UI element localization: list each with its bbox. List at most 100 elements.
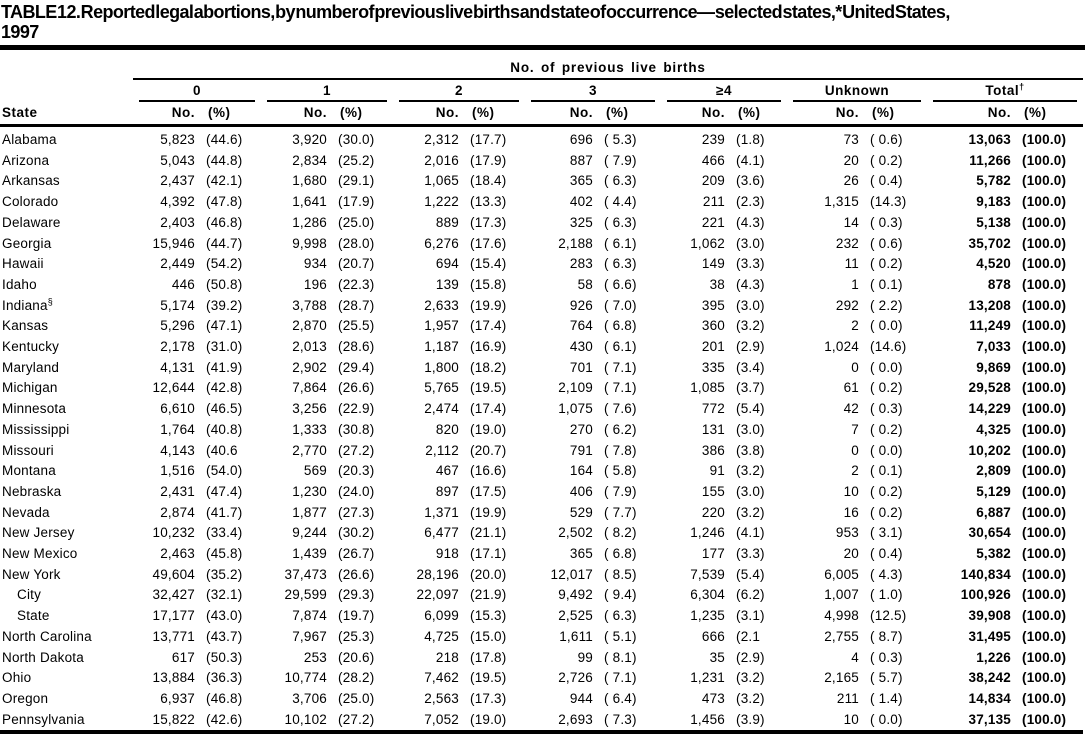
state-cell: Mississippi: [2, 421, 70, 437]
count-cell: 35,702: [968, 235, 1011, 251]
percent-cell: (3.2): [736, 670, 765, 686]
percent-cell: (100.0): [1022, 608, 1067, 624]
count-cell: 2,112: [425, 442, 459, 458]
count-cell: 4,520: [976, 256, 1011, 272]
state-cell: Nebraska: [2, 483, 62, 499]
subheader-pct-unknown: (%): [859, 102, 927, 127]
count-cell: 218: [435, 649, 459, 665]
subheader-pct-3: (%): [593, 102, 661, 127]
percent-cell: ( 0.2): [870, 256, 903, 272]
percent-cell: (42.8): [206, 380, 243, 396]
table-title: TABLE 12. Reported legal abortions, by n…: [0, 0, 1085, 50]
percent-cell: (33.4): [206, 525, 243, 541]
count-cell: 6,005: [824, 566, 859, 582]
count-cell: 164: [569, 463, 593, 479]
count-cell: 38,242: [968, 670, 1011, 686]
count-cell: 1,439: [292, 546, 327, 562]
percent-cell: (19.0): [470, 421, 507, 437]
percent-cell: (14.6): [870, 339, 907, 355]
percent-cell: (20.7): [338, 256, 375, 272]
count-cell: 473: [701, 690, 725, 706]
count-cell: 2,770: [292, 442, 327, 458]
count-cell: 772: [701, 401, 725, 417]
percent-cell: ( 0.2): [870, 504, 903, 520]
percent-cell: (100.0): [1022, 587, 1067, 603]
count-cell: 6,477: [424, 525, 459, 541]
count-cell: 13,771: [152, 628, 195, 644]
count-cell: 701: [569, 359, 593, 375]
state-cell: Kentucky: [2, 339, 60, 355]
percent-cell: (3.0): [736, 235, 765, 251]
count-cell: 28,196: [416, 566, 459, 582]
count-cell: 7,874: [292, 608, 327, 624]
count-cell: 2,755: [824, 628, 859, 644]
count-cell: 0: [851, 442, 859, 458]
percent-cell: (28.7): [338, 297, 375, 313]
percent-cell: (3.2): [736, 690, 765, 706]
count-cell: 29,528: [968, 380, 1011, 396]
percent-cell: (3.3): [736, 256, 765, 272]
table-row-montana: Montana 1,516 (54.0) 569 (20.3) 467 (16.6) 164 (…: [0, 461, 1083, 482]
column-group-label: 3: [531, 83, 655, 102]
percent-cell: (100.0): [1022, 318, 1067, 334]
percent-cell: (28.0): [338, 235, 375, 251]
percent-cell: (19.5): [470, 380, 507, 396]
percent-cell: (29.1): [338, 173, 375, 189]
count-cell: 1,226: [976, 649, 1011, 665]
percent-cell: (3.0): [736, 483, 765, 499]
percent-cell: (35.2): [206, 566, 243, 582]
state-cell: Missouri: [2, 442, 54, 458]
count-cell: 5,765: [424, 380, 459, 396]
state-cell: Pennsylvania: [2, 711, 85, 727]
percent-cell: (40.8): [206, 421, 243, 437]
count-cell: 17,177: [152, 608, 195, 624]
percent-cell: (3.2): [736, 318, 765, 334]
state-cell: Maryland: [2, 359, 60, 375]
percent-cell: ( 0.4): [870, 546, 903, 562]
column-group-1: 1: [261, 79, 393, 102]
table-row-hawaii: Hawaii 2,449 (54.2) 934 (20.7) 694 (15.4) 283 ( …: [0, 254, 1083, 275]
count-cell: 49,604: [152, 566, 195, 582]
state-cell: Idaho: [2, 276, 37, 292]
percent-cell: ( 5.3): [604, 132, 637, 147]
count-cell: 35: [709, 649, 725, 665]
count-cell: 666: [701, 628, 725, 644]
percent-cell: (4.3): [736, 276, 765, 292]
percent-cell: (100.0): [1022, 628, 1067, 644]
state-cell: Minnesota: [2, 401, 67, 417]
percent-cell: (42.1): [206, 173, 243, 189]
count-cell: 2,474: [424, 401, 459, 417]
state-cell: State: [17, 608, 50, 624]
percent-cell: (24.0): [338, 483, 375, 499]
percent-cell: (16.9): [470, 339, 507, 355]
count-cell: 1,877: [292, 504, 327, 520]
percent-cell: (54.2): [206, 256, 243, 272]
percent-cell: ( 0.0): [870, 359, 903, 375]
percent-cell: (22.3): [338, 276, 375, 292]
count-cell: 889: [435, 214, 459, 230]
column-group-3: 3: [525, 79, 661, 102]
count-cell: 15,822: [152, 711, 195, 727]
count-cell: 29,599: [284, 587, 327, 603]
percent-cell: (46.8): [206, 690, 243, 706]
percent-cell: (12.5): [870, 608, 907, 624]
state-cell: Arkansas: [2, 173, 60, 189]
percent-cell: (26.6): [338, 380, 375, 396]
percent-cell: (100.0): [1022, 276, 1067, 292]
count-cell: 6,276: [424, 235, 459, 251]
table-row-mississippi: Mississippi 1,764 (40.8) 1,333 (30.8) 820 (19.…: [0, 420, 1083, 441]
state-cell: Oregon: [2, 690, 49, 706]
count-cell: 918: [435, 546, 459, 562]
percent-cell: (27.2): [338, 442, 375, 458]
percent-cell: (3.7): [736, 380, 765, 396]
count-cell: 887: [569, 152, 593, 168]
count-cell: 30,654: [968, 525, 1011, 541]
column-group-row: 0 1 2 3 ≥4 Unknown Total†: [0, 79, 1083, 102]
percent-cell: ( 0.6): [870, 235, 903, 251]
percent-cell: (26.6): [338, 566, 375, 582]
count-cell: 2,502: [558, 525, 593, 541]
percent-cell: ( 7.7): [604, 504, 637, 520]
state-cell: Hawaii: [2, 256, 44, 272]
percent-cell: ( 0.2): [870, 380, 903, 396]
count-cell: 926: [569, 297, 593, 313]
